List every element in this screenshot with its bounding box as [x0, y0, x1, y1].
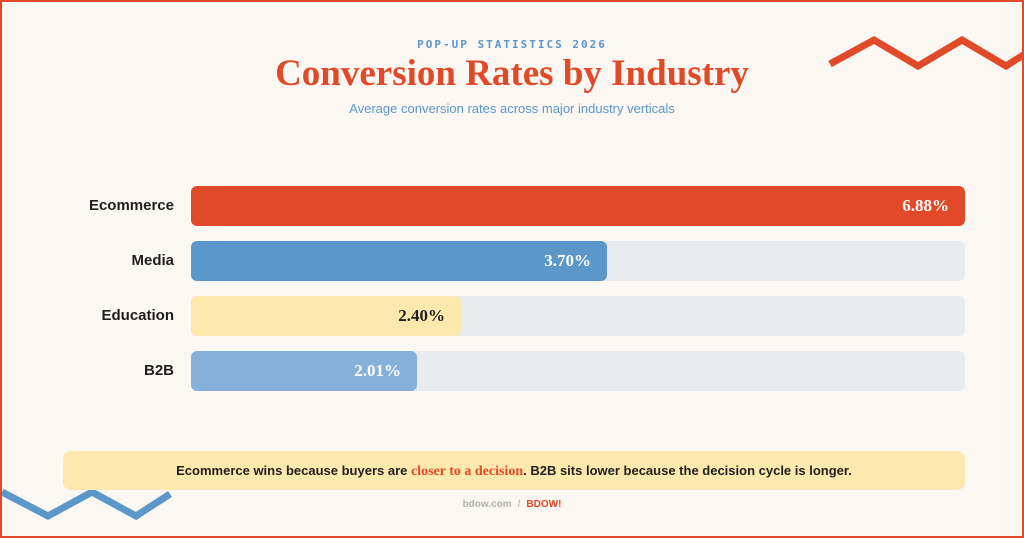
bar-row-education: Education 2.40%	[2, 296, 1022, 336]
bar-row-b2b: B2B 2.01%	[2, 351, 1022, 391]
zigzag-decoration-top	[828, 35, 1022, 71]
category-label: Media	[131, 252, 174, 269]
chart-title: Conversion Rates by Industry	[275, 53, 749, 94]
category-label: Education	[101, 307, 174, 324]
insight-note: Ecommerce wins because buyers are closer…	[63, 451, 965, 490]
insight-text-start: Ecommerce wins because buyers are	[176, 463, 411, 478]
bar-track: 3.70%	[191, 241, 965, 281]
bar: 2.40%	[191, 296, 461, 336]
eyebrow-label: POP-UP STATISTICS 2026	[417, 38, 607, 51]
bar-row-ecommerce: Ecommerce 6.88%	[2, 186, 1022, 226]
bar-track: 6.88%	[191, 186, 965, 226]
chart-subtitle: Average conversion rates across major in…	[349, 101, 675, 116]
bar: 3.70%	[191, 241, 607, 281]
bar: 2.01%	[191, 351, 417, 391]
bar-row-media: Media 3.70%	[2, 241, 1022, 281]
footer: bdow.com / BDOW!	[2, 499, 1022, 510]
footer-separator: /	[517, 499, 521, 510]
bar-track: 2.01%	[191, 351, 965, 391]
bar-value-label: 6.88%	[902, 196, 949, 215]
zigzag-decoration-bottom	[2, 488, 172, 521]
insight-highlight: closer to a decision	[410, 464, 524, 479]
bar-value-label: 3.70%	[544, 251, 591, 270]
category-label: B2B	[143, 362, 174, 379]
bar: 6.88%	[191, 186, 965, 226]
category-label: Ecommerce	[88, 197, 174, 214]
footer-site-link[interactable]: bdow.com	[462, 499, 512, 510]
bar-value-label: 2.40%	[398, 306, 445, 325]
insight-text-end: . B2B sits lower because the decision cy…	[523, 463, 852, 478]
bar-value-label: 2.01%	[354, 361, 401, 380]
footer-brand: BDOW!	[526, 499, 562, 510]
bar-track: 2.40%	[191, 296, 965, 336]
